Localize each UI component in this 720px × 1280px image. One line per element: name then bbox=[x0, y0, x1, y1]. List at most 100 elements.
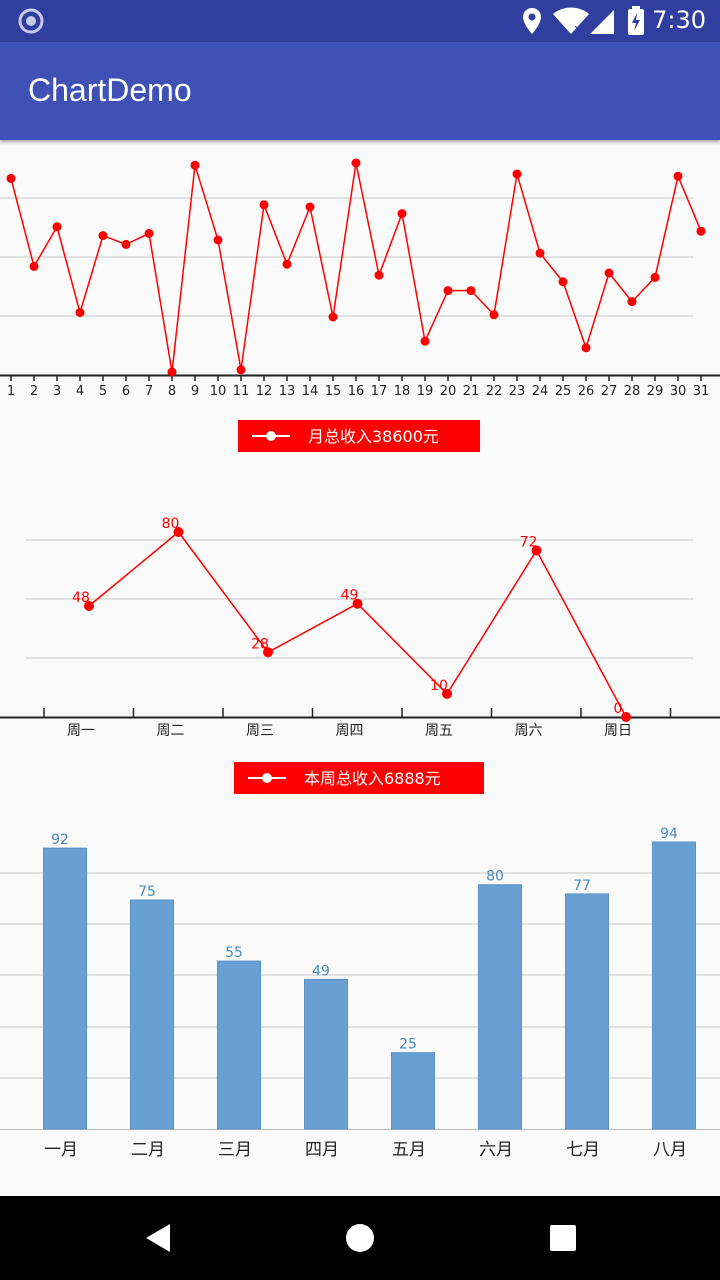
x-tick-label: 31 bbox=[693, 384, 710, 399]
bar bbox=[391, 1052, 435, 1130]
data-point bbox=[190, 160, 200, 170]
data-point bbox=[397, 209, 407, 219]
data-point bbox=[144, 228, 154, 238]
x-tick-label: 六月 bbox=[479, 1140, 513, 1160]
data-point bbox=[581, 343, 591, 353]
x-tick-label: 11 bbox=[233, 384, 250, 399]
charts-canvas: 1 2 3 4 5 6 7 8 9 10 11 12 13 14 15 16 17 18 19 20 21 22 23 24 2… bbox=[0, 158, 720, 1160]
x-tick-label: 14 bbox=[302, 384, 319, 399]
x-tick-label: 1 bbox=[7, 384, 15, 399]
series-line bbox=[88, 530, 627, 718]
x-tick-label: 22 bbox=[486, 384, 503, 399]
bar bbox=[652, 841, 696, 1130]
battery-icon bbox=[628, 6, 644, 35]
data-label: 49 bbox=[312, 963, 330, 979]
data-label: 72 bbox=[520, 535, 538, 551]
cellular-signal-icon bbox=[590, 10, 614, 34]
x-tick-label: 四月 bbox=[305, 1140, 339, 1160]
bar bbox=[217, 960, 261, 1130]
data-point bbox=[213, 235, 223, 245]
x-tick-label: 24 bbox=[532, 384, 549, 399]
data-label: 10 bbox=[430, 678, 448, 694]
data-point bbox=[29, 261, 39, 271]
x-tick-label: 25 bbox=[555, 384, 572, 399]
data-label: 49 bbox=[341, 588, 359, 604]
data-point bbox=[305, 202, 315, 212]
data-point bbox=[98, 231, 108, 241]
data-point bbox=[236, 365, 246, 375]
legend-label: 本周总收入6888元 bbox=[304, 769, 441, 788]
x-tick-label: 周六 bbox=[515, 723, 543, 739]
x-tick-label: 26 bbox=[578, 384, 595, 399]
x-tick-label: 7 bbox=[145, 384, 153, 399]
x-tick-label: 20 bbox=[440, 384, 457, 399]
data-point bbox=[621, 712, 631, 722]
data-label: 75 bbox=[138, 884, 156, 900]
data-point bbox=[282, 259, 292, 269]
x-tick-label: 五月 bbox=[392, 1140, 426, 1160]
home-button-icon[interactable] bbox=[346, 1224, 374, 1252]
navigation-bar bbox=[0, 1196, 720, 1280]
x-tick-label: 三月 bbox=[218, 1140, 252, 1160]
x-tick-label: 周日 bbox=[604, 723, 632, 739]
data-point bbox=[351, 158, 361, 168]
x-tick-label: 30 bbox=[670, 384, 687, 399]
data-point bbox=[696, 226, 706, 236]
data-point bbox=[531, 545, 542, 556]
data-point bbox=[489, 310, 499, 320]
data-point bbox=[75, 308, 85, 318]
x-tick-label: 5 bbox=[99, 384, 107, 399]
data-label: 94 bbox=[660, 826, 678, 842]
x-tick-label: 二月 bbox=[131, 1140, 165, 1160]
x-tick-label: 周一 bbox=[67, 723, 95, 739]
data-label: 77 bbox=[573, 878, 591, 894]
x-tick-label: 19 bbox=[417, 384, 434, 399]
legend-marker-icon bbox=[266, 431, 276, 441]
data-label: 25 bbox=[399, 1037, 417, 1053]
data-label: 48 bbox=[72, 590, 90, 606]
x-tick-label: 13 bbox=[279, 384, 296, 399]
x-tick-label: 8 bbox=[168, 384, 176, 399]
x-tick-label: 2 bbox=[30, 384, 38, 399]
data-point bbox=[442, 688, 452, 699]
legend-marker-icon bbox=[262, 773, 272, 783]
x-tick-label: 15 bbox=[325, 384, 342, 399]
data-point bbox=[352, 598, 363, 609]
x-tick-label: 12 bbox=[256, 384, 273, 399]
notification-icon bbox=[18, 8, 44, 34]
status-time: 7:30 bbox=[652, 6, 706, 34]
data-point bbox=[167, 367, 177, 377]
bar bbox=[565, 893, 609, 1130]
data-label: 80 bbox=[486, 869, 504, 885]
x-tick-label: 周四 bbox=[336, 723, 364, 739]
x-tick-label: 周五 bbox=[425, 723, 453, 739]
bar bbox=[478, 884, 522, 1130]
back-button-icon[interactable] bbox=[146, 1224, 170, 1252]
bar bbox=[304, 978, 348, 1130]
app-bar: ChartDemo bbox=[0, 42, 720, 140]
data-point bbox=[466, 286, 476, 296]
x-tick-label: 28 bbox=[624, 384, 641, 399]
data-point bbox=[535, 248, 545, 258]
x-tick-label: 一月 bbox=[44, 1140, 78, 1160]
bar bbox=[43, 847, 87, 1130]
data-label: 0 bbox=[614, 701, 623, 717]
data-point bbox=[121, 239, 131, 249]
x-tick-label: 16 bbox=[348, 384, 365, 399]
data-point bbox=[673, 171, 683, 181]
data-point bbox=[650, 272, 660, 282]
x-tick-label: 周二 bbox=[157, 723, 185, 739]
data-label: 55 bbox=[225, 945, 243, 961]
data-point bbox=[173, 527, 184, 537]
data-point bbox=[328, 312, 338, 322]
data-point bbox=[263, 647, 273, 658]
svg-text:x: x bbox=[574, 22, 581, 36]
x-tick-label: 10 bbox=[210, 384, 227, 399]
data-point bbox=[374, 270, 384, 280]
x-tick-label: 29 bbox=[647, 384, 664, 399]
data-point bbox=[627, 297, 637, 307]
x-tick-label: 八月 bbox=[653, 1140, 687, 1160]
recents-button-icon[interactable] bbox=[550, 1225, 576, 1251]
x-tick-label: 17 bbox=[371, 384, 388, 399]
x-tick-label: 27 bbox=[601, 384, 618, 399]
